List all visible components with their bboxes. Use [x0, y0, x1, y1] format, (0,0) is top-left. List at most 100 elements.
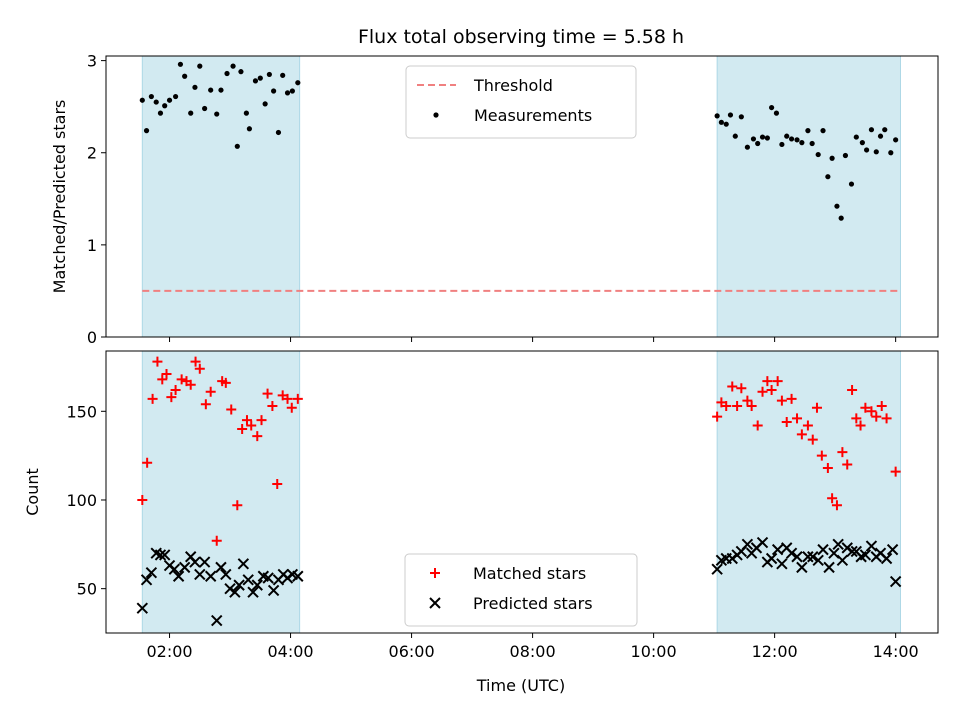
y-tick-label: 3	[87, 52, 97, 71]
data-point	[233, 579, 245, 591]
data-point	[262, 388, 273, 399]
data-point	[166, 97, 173, 103]
data-point	[776, 395, 787, 406]
data-point	[766, 385, 777, 396]
x-tick-label: 04:00	[267, 642, 313, 661]
data-point	[208, 87, 214, 93]
data-point	[727, 112, 734, 118]
data-point	[853, 134, 859, 140]
data-point	[868, 127, 875, 133]
data-point	[168, 563, 181, 575]
top-panel-measurement-points	[139, 61, 899, 221]
data-point	[759, 134, 766, 140]
data-point	[712, 411, 723, 422]
x-tick-label: 10:00	[631, 642, 677, 661]
data-point	[829, 155, 835, 161]
data-point	[776, 558, 788, 570]
top-panel-x-ticks	[169, 337, 897, 342]
legend-label: Measurements	[474, 106, 592, 125]
data-point	[842, 459, 853, 470]
data-point	[796, 429, 807, 440]
data-point	[860, 402, 871, 413]
data-point	[836, 554, 849, 566]
data-point	[152, 356, 163, 367]
data-point	[779, 141, 785, 148]
data-point	[182, 73, 188, 79]
data-point	[147, 393, 158, 404]
data-point	[220, 568, 232, 581]
data-point	[714, 113, 720, 119]
data-point	[746, 400, 757, 411]
legend-box	[404, 553, 638, 627]
data-point	[252, 431, 263, 442]
data-point	[237, 424, 248, 435]
data-point	[741, 538, 754, 551]
data-point	[762, 376, 773, 387]
data-point	[241, 415, 252, 426]
data-point	[889, 575, 902, 588]
y-tick-label: 0	[87, 328, 97, 347]
data-point	[157, 110, 164, 116]
data-point	[194, 363, 205, 374]
top-panel-frame	[105, 55, 939, 338]
data-point	[252, 78, 259, 84]
data-point	[765, 552, 778, 565]
data-point	[823, 561, 835, 574]
data-point	[711, 563, 723, 575]
data-point	[267, 400, 278, 411]
data-point	[817, 543, 829, 556]
data-point	[136, 602, 149, 614]
data-point	[145, 566, 158, 579]
data-point	[890, 466, 901, 477]
bottom-panel-x-axis: 02:00 04:00 06:00 08:00 10:00 12:00 14:00	[146, 633, 919, 661]
data-point	[752, 420, 763, 431]
data-point	[220, 377, 231, 388]
data-point	[784, 133, 790, 139]
data-point	[871, 411, 882, 422]
x-tick-label: 14:00	[873, 642, 919, 661]
data-point	[732, 400, 743, 411]
data-point	[832, 538, 844, 551]
data-point	[198, 556, 211, 568]
data-point	[192, 84, 198, 90]
data-point	[286, 402, 297, 413]
x-axis-label: Time (UTC)	[476, 676, 565, 695]
data-point	[226, 404, 237, 415]
data-point	[865, 540, 878, 552]
top-panel: 0 1 2 3 Matched/Predicted stars Threshold Me…	[50, 52, 939, 347]
data-point	[838, 215, 844, 221]
data-point	[282, 393, 293, 404]
data-point	[289, 88, 295, 94]
data-point	[205, 386, 216, 397]
data-point	[185, 379, 196, 390]
legend-box	[405, 65, 637, 139]
data-point	[888, 150, 894, 156]
data-point	[170, 385, 181, 396]
y-tick-label: 150	[66, 402, 97, 421]
bottom-panel-legend: Matched stars Predicted stars	[404, 553, 638, 627]
data-point	[809, 140, 815, 147]
data-point	[243, 110, 249, 116]
data-point	[271, 88, 277, 94]
data-point	[732, 133, 738, 139]
data-point	[153, 99, 159, 105]
data-point	[772, 376, 783, 387]
data-point	[272, 479, 283, 490]
data-point	[142, 457, 153, 468]
data-point	[822, 463, 833, 474]
data-point	[756, 536, 769, 549]
data-point	[292, 570, 304, 582]
y-tick-label: 50	[77, 580, 97, 599]
data-point	[137, 494, 148, 505]
data-point	[893, 137, 899, 143]
data-point	[785, 547, 798, 559]
data-point	[773, 110, 780, 116]
data-point	[234, 143, 240, 149]
data-point	[176, 374, 187, 385]
bottom-panel: 50 100 150 02:00 04:00 06:00 08:00 10:00 12:00 1…	[23, 350, 939, 661]
y-tick-label: 2	[87, 144, 97, 163]
data-point	[848, 181, 855, 187]
data-point	[194, 568, 206, 581]
data-point	[859, 140, 865, 146]
data-point	[882, 127, 888, 133]
